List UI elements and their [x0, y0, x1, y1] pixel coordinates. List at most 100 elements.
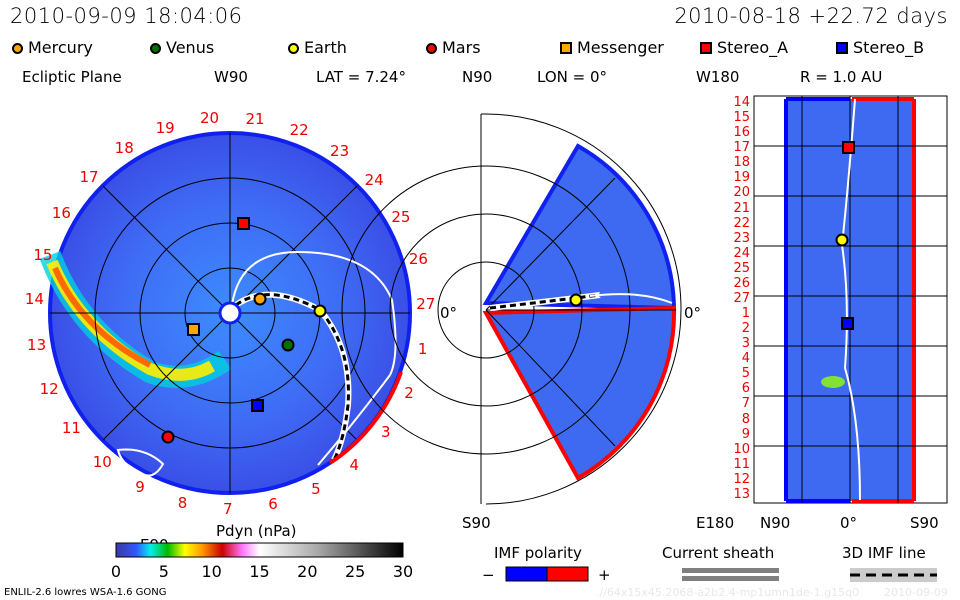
meridional-plane-plot [341, 113, 682, 505]
legend-mercury: Mercury [12, 38, 93, 57]
radial-day-tick: 6 [741, 381, 750, 397]
radial-day-tick: 16 [733, 125, 750, 141]
radial-day-tick: 19 [733, 170, 750, 186]
radial-day-tick: 5 [741, 366, 750, 382]
ecliptic-day-label: 11 [61, 419, 81, 438]
imf-polarity-title: IMF polarity [494, 544, 582, 562]
stereo-a-marker-radial [842, 141, 855, 154]
ecliptic-day-label: 10 [92, 452, 112, 471]
ecliptic-day-label: 26 [408, 249, 428, 268]
earth-marker [313, 304, 327, 318]
radial-day-tick: 26 [733, 275, 750, 291]
radial-day-tick: 1 [741, 306, 750, 322]
ecliptic-day-label: 2 [404, 383, 414, 402]
run-path: .//64x15x45.2068-a2b2.4-mp1umn1de-1.g15q… [596, 586, 860, 599]
ecliptic-day-label: 12 [39, 379, 59, 398]
lon-label: LON = 0° [537, 68, 607, 86]
run-info: 2010-08-18 +22.72 days [674, 4, 948, 28]
ecliptic-plane-plot [39, 131, 412, 495]
ecliptic-day-label: 1 [417, 340, 428, 359]
ecliptic-right-label: 0° [440, 304, 458, 322]
ecliptic-day-label: 9 [135, 478, 145, 497]
colorbar-tick-label: 25 [344, 562, 366, 581]
ecliptic-day-label: 15 [33, 245, 53, 264]
radial-day-tick: 22 [733, 215, 750, 231]
radial-day-tick: 17 [733, 140, 750, 156]
radial-day-tick: 24 [733, 245, 750, 261]
stereo-b-marker-icon [836, 42, 848, 54]
ecliptic-day-label: 3 [381, 422, 391, 441]
colorbar-tick-label: 15 [249, 562, 270, 581]
radial-day-tick: 3 [741, 336, 750, 352]
colorbar-tick-label: 10 [201, 562, 222, 581]
radial-day-tick: 15 [733, 110, 750, 126]
stereo-b-marker-radial [841, 317, 854, 330]
mercury-marker-icon [12, 43, 23, 54]
radial-x-label-n90: N90 [760, 514, 791, 532]
timestamp: 2010-09-09 18:04:06 [10, 4, 243, 28]
imf-line-background [850, 568, 937, 582]
ecliptic-title: Ecliptic Plane [22, 68, 122, 86]
ecliptic-day-label: 6 [268, 495, 278, 514]
ecliptic-day-label: 4 [349, 455, 359, 474]
colorbar-tick-label: 30 [392, 562, 414, 581]
pdyn-colorbar [115, 542, 404, 558]
ecliptic-top-label: W90 [214, 68, 248, 86]
radial-day-tick: 10 [733, 441, 750, 457]
radial-day-tick: 11 [733, 456, 750, 472]
radial-day-tick: 18 [733, 155, 750, 171]
radial-day-tick: 21 [733, 200, 750, 216]
radial-surface-plot [753, 95, 948, 504]
legend-stereo-b: Stereo_B [836, 38, 924, 57]
legend-stereo-a: Stereo_A [700, 38, 788, 57]
ecliptic-day-label: 8 [177, 494, 188, 513]
meridional-bottom-label: S90 [462, 514, 491, 532]
earth-marker-radial [835, 233, 849, 247]
radial-day-tick: 20 [733, 185, 750, 201]
radial-x-label-s90: S90 [910, 514, 939, 532]
ecliptic-day-label: 22 [289, 120, 309, 139]
radial-day-tick: 7 [741, 396, 750, 412]
legend-venus: Venus [150, 38, 214, 57]
lat-label: LAT = 7.24° [316, 68, 406, 86]
ecliptic-day-label: 16 [51, 204, 71, 223]
imf-negative-swatch [505, 566, 548, 582]
radial-day-tick: 27 [733, 290, 750, 306]
ecliptic-day-label: 17 [79, 167, 99, 186]
ecliptic-day-label: 5 [311, 480, 321, 499]
radial-top-label: W180 [696, 68, 740, 86]
legend-mars: Mars [426, 38, 481, 57]
stereo-a-marker-icon [700, 42, 712, 54]
messenger-marker [187, 323, 200, 336]
earth-marker-meridional [569, 293, 583, 307]
ecliptic-day-label: 20 [199, 109, 220, 128]
radial-day-tick: 8 [741, 411, 750, 427]
radial-day-tick: 9 [741, 426, 750, 442]
ecliptic-day-label: 21 [245, 109, 265, 128]
ecliptic-day-label: 27 [416, 294, 436, 313]
radial-x-label-0: 0° [840, 514, 858, 532]
radial-day-tick: 12 [733, 471, 750, 487]
ecliptic-day-label: 7 [222, 499, 233, 518]
ecliptic-day-label: 19 [155, 119, 175, 138]
legend-messenger: Messenger [560, 38, 664, 57]
radial-day-tick: 14 [733, 95, 750, 110]
colorbar-tick-label: 0 [110, 562, 122, 581]
ecliptic-day-label: 18 [114, 139, 134, 157]
venus-marker-icon [150, 43, 161, 54]
meridional-right-label: 0° [684, 304, 702, 322]
radial-day-tick: 25 [733, 260, 750, 276]
mars-marker [161, 430, 175, 444]
radial-day-tick: 13 [733, 486, 750, 502]
current-sheath-line-1 [682, 568, 779, 573]
radial-day-tick: 2 [741, 321, 750, 337]
mercury-marker [253, 292, 267, 306]
mars-marker-icon [426, 43, 437, 54]
ecliptic-day-label: 14 [24, 290, 45, 309]
stereo-b-marker [251, 399, 264, 412]
imf-positive-swatch [546, 566, 589, 582]
earth-marker-icon [288, 43, 299, 54]
colorbar-tick-label: 20 [297, 562, 318, 581]
imf-line-title: 3D IMF line [842, 544, 926, 562]
